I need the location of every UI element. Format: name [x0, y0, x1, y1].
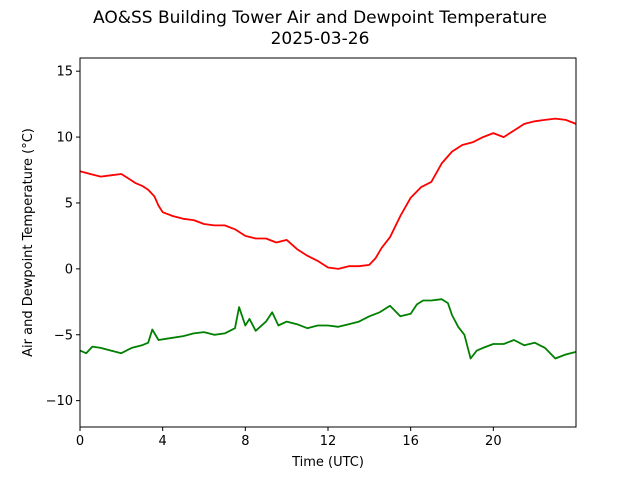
x-axis-label: Time (UTC) [291, 455, 364, 470]
x-tick-label: 8 [241, 434, 249, 449]
y-tick-label: 10 [56, 131, 73, 146]
x-tick-label: 4 [159, 434, 167, 449]
x-ticks: 0 4 8 12 16 20 [76, 427, 502, 449]
x-tick-label: 0 [76, 434, 84, 449]
chart-subtitle: 2025-03-26 [270, 29, 370, 49]
plot-frame [79, 57, 577, 428]
y-tick-label: 15 [56, 65, 73, 80]
y-tick-label: 5 [65, 196, 73, 211]
series-layer [79, 117, 577, 360]
series-line-1 [79, 117, 577, 270]
x-tick-label: 12 [320, 434, 337, 449]
y-axis-label: Air and Dewpoint Temperature (°C) [21, 128, 36, 357]
x-tick-label: 20 [485, 434, 502, 449]
chart-title: AO&SS Building Tower Air and Dewpoint Te… [92, 8, 547, 28]
y-tick-label: −10 [46, 394, 73, 409]
x-tick-label: 16 [402, 434, 419, 449]
y-tick-label: −5 [54, 328, 73, 343]
y-ticks: −10 −5 0 5 10 15 [46, 65, 80, 409]
y-tick-label: 0 [65, 262, 73, 277]
series-line-2 [79, 298, 577, 360]
